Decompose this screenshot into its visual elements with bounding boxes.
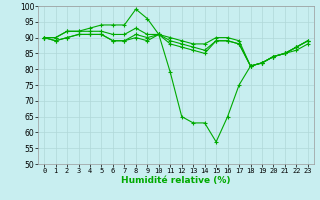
X-axis label: Humidité relative (%): Humidité relative (%): [121, 176, 231, 185]
